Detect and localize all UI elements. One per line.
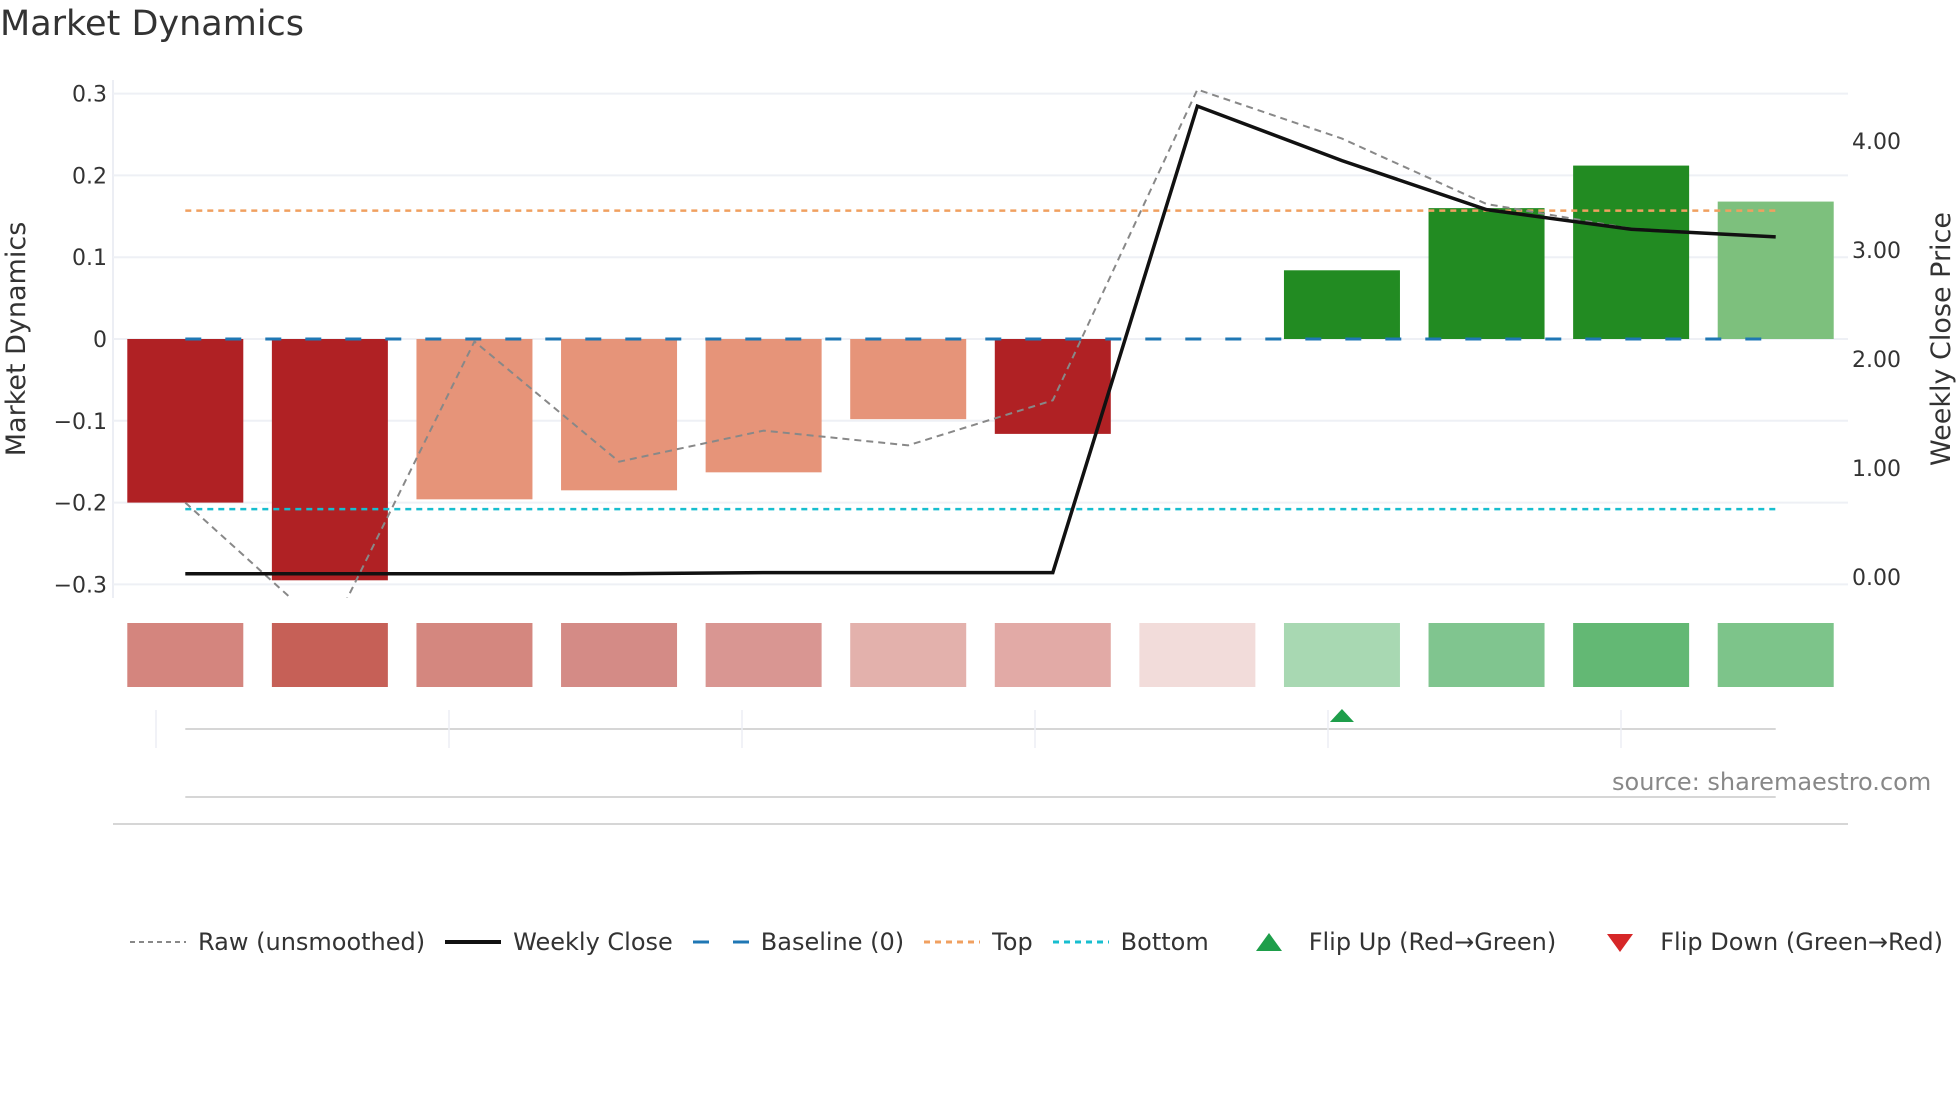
triangle-down-icon [1607, 934, 1634, 952]
dotted-line-icon [130, 941, 186, 943]
heat-cell[interactable] [1428, 623, 1545, 687]
legend-item-flip-down[interactable]: Flip Down (Green→Red) [1604, 928, 1943, 956]
heat-cell[interactable] [994, 623, 1111, 687]
y-tick-label: 0.1 [72, 246, 107, 271]
dotted-line-icon [1052, 940, 1109, 944]
y-tick-label: −0.2 [54, 492, 107, 517]
legend-label: Flip Up (Red→Green) [1308, 928, 1557, 956]
y-tick-label: −0.3 [54, 573, 107, 598]
y2-tick-label: 2.00 [1852, 348, 1901, 373]
legend-label: Top [992, 928, 1033, 956]
triangle-up-icon[interactable] [1329, 709, 1354, 722]
heat-cell[interactable] [850, 623, 967, 687]
bar[interactable] [127, 339, 244, 503]
legend: Raw (unsmoothed) Weekly Close Baseline (… [130, 924, 1960, 960]
bar[interactable] [1428, 208, 1545, 339]
dashed-line-icon [692, 940, 749, 944]
heat-cell[interactable] [705, 623, 822, 687]
legend-label: Weekly Close [513, 928, 673, 956]
y2-tick-label: 4.00 [1852, 130, 1901, 155]
solid-line-icon [445, 940, 502, 944]
legend-item-top[interactable]: Top [924, 928, 1033, 956]
legend-item-flip-up[interactable]: Flip Up (Red→Green) [1253, 928, 1585, 956]
y-tick-label: 0.3 [72, 83, 107, 108]
bar[interactable] [416, 339, 533, 500]
y2-tick-label: 1.00 [1852, 457, 1901, 482]
legend-item-bottom[interactable]: Bottom [1052, 928, 1233, 956]
dotted-line-icon [924, 940, 981, 944]
legend-label: Baseline (0) [760, 928, 905, 956]
heat-cell[interactable] [1139, 623, 1256, 687]
source-label: source: sharemaestro.com [1612, 768, 1932, 796]
y-tick-label: 0 [93, 328, 107, 353]
bar[interactable] [994, 339, 1111, 434]
heat-cell[interactable] [1717, 623, 1834, 687]
legend-label: Bottom [1120, 928, 1209, 956]
bar[interactable] [850, 339, 967, 420]
heat-cell[interactable] [1573, 623, 1690, 687]
y2-tick-label: 0.00 [1852, 566, 1901, 591]
chart-title: Market Dynamics [0, 4, 305, 44]
weekly-close-line [185, 103, 1776, 576]
legend-label: Flip Down (Green→Red) [1660, 928, 1943, 956]
y-tick-label: 0.2 [72, 164, 107, 189]
bar[interactable] [1283, 270, 1400, 339]
heat-cell[interactable] [561, 623, 678, 687]
y-tick-label: −0.1 [54, 410, 107, 435]
bar[interactable] [1717, 201, 1834, 339]
heat-cell[interactable] [127, 623, 244, 687]
y2-axis-title: Weekly Close Price [1926, 212, 1957, 466]
y2-tick-label: 3.00 [1852, 239, 1901, 264]
legend-item-baseline[interactable]: Baseline (0) [692, 928, 905, 956]
legend-item-raw[interactable]: Raw (unsmoothed) [130, 928, 425, 956]
heat-cell[interactable] [1283, 623, 1400, 687]
bar[interactable] [271, 339, 388, 581]
bar[interactable] [1573, 165, 1690, 339]
legend-item-close[interactable]: Weekly Close [445, 928, 673, 956]
legend-label: Raw (unsmoothed) [198, 928, 426, 956]
y-axis-title: Market Dynamics [1, 222, 32, 457]
bar[interactable] [705, 339, 822, 473]
heat-cell[interactable] [271, 623, 388, 687]
bar[interactable] [561, 339, 678, 491]
triangle-up-icon [1255, 933, 1282, 951]
heat-cell[interactable] [416, 623, 533, 687]
